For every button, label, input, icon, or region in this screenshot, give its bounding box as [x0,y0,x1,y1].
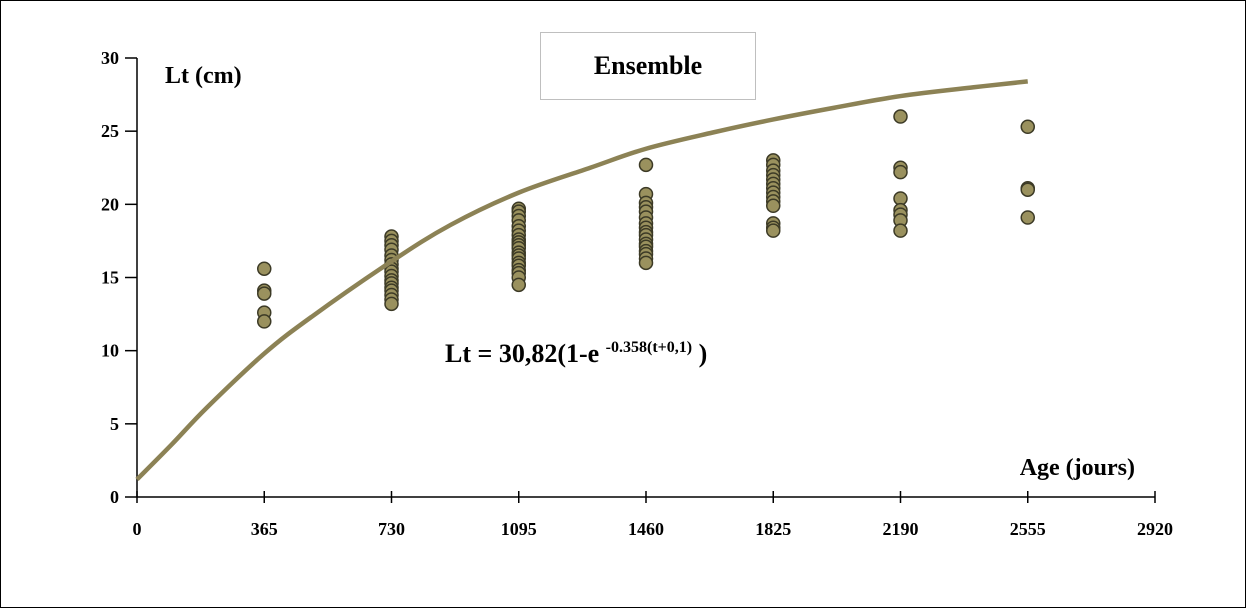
legend-box: Ensemble [540,32,756,100]
data-point [893,109,908,124]
data-point [638,157,654,173]
equation-close: ) [692,339,707,368]
x-tick-label: 365 [251,519,278,539]
y-tick-label: 20 [101,194,119,214]
equation-superscript: -0.358(t+0,1) [606,339,692,356]
data-point [257,314,272,329]
y-tick-label: 25 [101,121,119,141]
axes [136,58,1155,498]
data-point [1020,210,1035,225]
data-point [1020,182,1035,197]
x-tick-label: 1095 [501,519,537,539]
equation-label: Lt = 30,82(1-e -0.358(t+0,1) ) [445,339,707,368]
data-point [257,286,272,301]
data-point [384,296,399,312]
data-point [766,198,781,214]
y-tick-label: 30 [101,48,119,68]
x-axis-ticks: 0 365 730 1095 1460 1825 2190 2555 2920 [133,491,1173,539]
x-tick-label: 0 [133,519,142,539]
data-point [638,255,654,271]
y-tick-label: 5 [110,414,119,434]
equation-main: Lt = 30,82(1-e [445,339,606,368]
x-tick-label: 1825 [755,519,791,539]
x-tick-label: 1460 [628,519,664,539]
y-tick-label: 15 [101,268,119,288]
x-tick-label: 2555 [1010,519,1046,539]
data-point [766,223,781,238]
y-axis-ticks: 0 5 10 15 20 25 30 [101,48,137,507]
y-tick-label: 0 [110,487,119,507]
data-point [511,277,526,293]
x-tick-label: 2190 [883,519,919,539]
data-point [1020,119,1035,135]
x-tick-label: 2920 [1137,519,1173,539]
data-point [893,164,908,180]
data-point [257,261,272,276]
x-tick-label: 730 [378,519,405,539]
x-axis-title: Age (jours) [1020,455,1135,481]
growth-curve [135,79,1028,482]
y-tick-label: 10 [101,341,119,361]
data-point [893,223,908,238]
legend-label: Ensemble [593,51,703,80]
y-axis-title: Lt (cm) [165,63,242,89]
data-points [257,109,1035,329]
